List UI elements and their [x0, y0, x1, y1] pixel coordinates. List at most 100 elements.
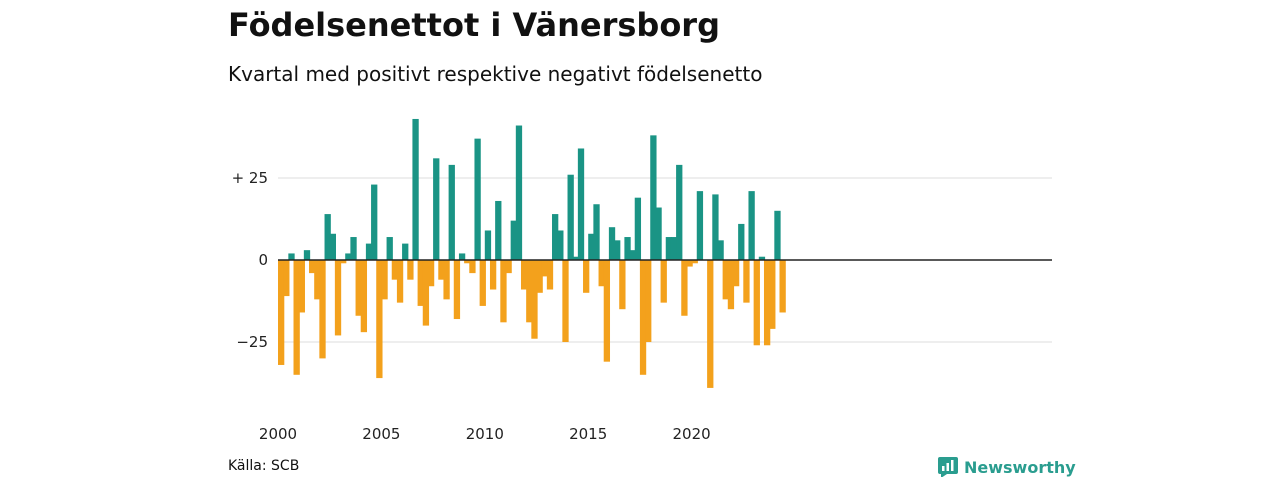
bar-positive — [288, 253, 295, 260]
y-axis-ticks: + 25 0 −25 — [232, 169, 268, 351]
gridlines — [278, 177, 1052, 343]
bar-negative — [278, 260, 285, 365]
bar-negative — [453, 260, 461, 320]
bar-negative — [443, 260, 450, 300]
bar-negative — [743, 260, 750, 303]
bar-negative — [639, 260, 647, 375]
bar-negative — [469, 260, 476, 274]
bar-positive — [350, 237, 357, 260]
bar-negative — [763, 260, 771, 346]
bar-negative — [562, 260, 569, 342]
bar-negative — [505, 260, 512, 274]
x-tick-label: 2020 — [673, 425, 711, 443]
bar-negative — [520, 260, 528, 290]
bar-negative — [334, 260, 342, 336]
bar-negative — [753, 260, 760, 346]
bar-positive — [303, 250, 311, 260]
newsworthy-logo-icon — [938, 457, 958, 477]
bar-negative — [681, 260, 688, 316]
brand-name: Newsworthy — [964, 457, 1076, 477]
bar-negative — [314, 260, 321, 300]
bar-positive — [515, 125, 523, 261]
bar-negative — [722, 260, 729, 300]
bar-negative — [660, 260, 667, 303]
bar-positive — [510, 220, 517, 260]
bar-negative — [319, 260, 326, 359]
y-tick-label: + 25 — [232, 169, 268, 187]
bar-negative — [732, 260, 740, 287]
bar-negative — [489, 260, 497, 290]
bar-negative — [546, 260, 554, 290]
bar-positive — [676, 164, 683, 260]
bar-positive — [629, 250, 636, 260]
bar-negative — [464, 260, 471, 264]
bar-negative — [779, 260, 786, 313]
bar-positive — [402, 243, 409, 260]
bar-positive — [552, 214, 559, 260]
bar-positive — [758, 256, 766, 260]
chart-subtitle: Kvartal med positivt respektive negativt… — [228, 62, 763, 86]
bar-positive — [717, 240, 724, 260]
bar-positive — [386, 237, 393, 260]
bar-positive — [712, 194, 719, 260]
bar-positive — [433, 158, 440, 260]
bar-positive — [593, 204, 600, 260]
bar-negative — [427, 260, 435, 287]
bar-positive — [572, 256, 579, 260]
bar-positive — [655, 207, 662, 260]
x-tick-label: 2005 — [362, 425, 400, 443]
bar-negative — [360, 260, 368, 333]
bar-positive — [738, 223, 745, 260]
bar-positive — [371, 184, 378, 260]
bar-negative — [298, 260, 305, 313]
bar-negative — [583, 260, 590, 293]
bar-positive — [624, 237, 631, 260]
bar-positive — [365, 243, 373, 260]
bar-negative — [479, 260, 486, 306]
y-tick-label: −25 — [236, 333, 268, 351]
bar-positive — [614, 240, 621, 260]
bar-positive — [474, 138, 481, 260]
bar-positive — [634, 197, 642, 260]
bar-positive — [345, 253, 352, 260]
bar-positive — [557, 230, 564, 260]
bar-negative — [422, 260, 430, 326]
bar-negative — [376, 260, 383, 379]
bar-negative — [769, 260, 776, 329]
x-tick-label: 2015 — [569, 425, 607, 443]
bar-positive — [458, 253, 466, 260]
bar-positive — [412, 118, 419, 261]
bar-positive — [665, 237, 673, 260]
bar-positive — [608, 227, 616, 260]
bar-negative — [598, 260, 605, 287]
bar-negative — [381, 260, 388, 300]
bar-negative — [283, 260, 290, 297]
bar-negative — [707, 260, 714, 388]
bar-negative — [407, 260, 414, 280]
bar-positive — [577, 148, 585, 260]
bar-positive — [324, 214, 331, 260]
bar-negative — [727, 260, 735, 310]
bar-positive — [650, 135, 657, 260]
bar-negative — [541, 260, 548, 277]
bar-negative — [691, 260, 698, 264]
bar-positive — [588, 233, 595, 260]
bar-negative — [355, 260, 362, 316]
y-tick-label: 0 — [258, 251, 268, 269]
bar-positive — [670, 237, 678, 260]
x-tick-label: 2000 — [259, 425, 297, 443]
bar-negative — [686, 260, 693, 267]
bar-negative — [603, 260, 611, 362]
bar-positive — [748, 191, 755, 260]
bar-positive — [448, 164, 455, 260]
bar-positive — [484, 230, 492, 260]
brand-logo[interactable]: Newsworthy — [938, 456, 1076, 478]
bar-positive — [696, 191, 704, 260]
bar-positive — [329, 233, 336, 260]
source-note: Källa: SCB — [228, 458, 300, 474]
bar-negative — [391, 260, 399, 280]
bar-positive — [567, 174, 574, 260]
bar-negative — [526, 260, 533, 323]
bar-negative — [340, 260, 347, 264]
